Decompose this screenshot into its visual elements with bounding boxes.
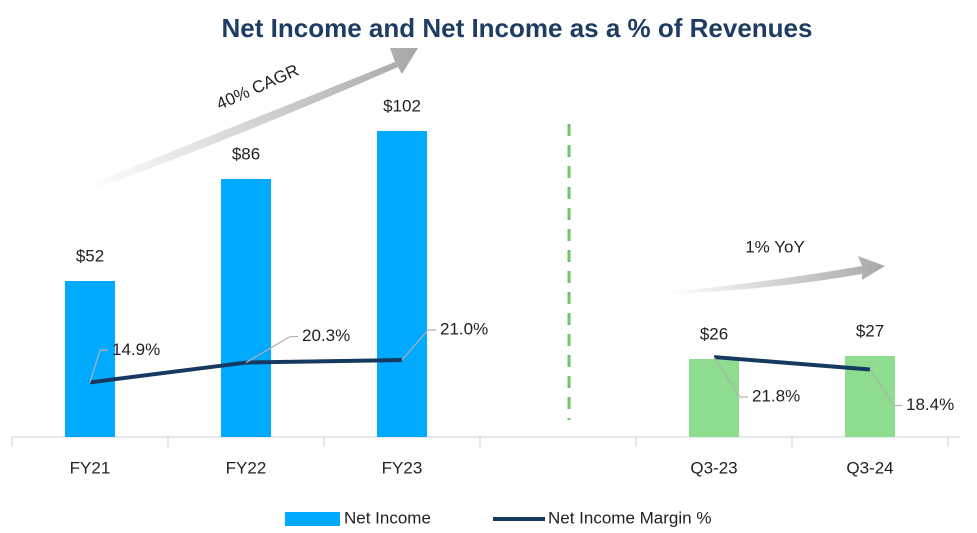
leader-line <box>869 369 902 407</box>
x-tick-label: FY23 <box>382 458 423 477</box>
leader-line <box>245 335 298 364</box>
cagr-arrow <box>88 48 418 190</box>
leader-line <box>713 356 748 398</box>
leader-line <box>89 349 108 383</box>
legend-label: Net Income <box>344 508 431 527</box>
legend-swatch <box>285 512 340 526</box>
line <box>89 355 871 385</box>
bar <box>221 179 271 437</box>
x-tick-label: FY22 <box>226 458 267 477</box>
bar <box>377 131 427 437</box>
leader-line <box>401 329 436 361</box>
x-tick-label: Q3-23 <box>690 458 737 477</box>
data-label: $102 <box>383 96 421 115</box>
bar <box>65 281 115 437</box>
data-label: $27 <box>856 321 884 340</box>
data-label: $86 <box>232 144 260 163</box>
data-label: 18.4% <box>906 395 954 414</box>
data-label: $52 <box>76 246 104 265</box>
annotation: 1% YoY <box>745 237 805 256</box>
data-label: 20.3% <box>302 326 350 345</box>
data-label: $26 <box>700 324 728 343</box>
legend-label: Net Income Margin % <box>548 508 711 527</box>
data-label: 21.8% <box>752 387 800 406</box>
yoy-arrow <box>668 256 885 294</box>
x-tick-label: Q3-24 <box>846 458 893 477</box>
x-tick-label: FY21 <box>70 458 111 477</box>
bar <box>689 359 739 437</box>
data-label: 14.9% <box>112 340 160 359</box>
chart-title: Net Income and Net Income as a % of Reve… <box>222 13 813 43</box>
data-label: 21.0% <box>440 319 488 338</box>
